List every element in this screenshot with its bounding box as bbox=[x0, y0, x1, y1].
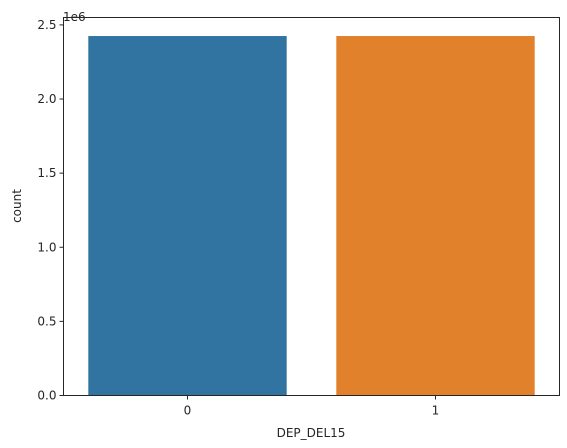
x-tick-label-1: 1 bbox=[432, 404, 440, 418]
x-tick-label-0: 0 bbox=[184, 404, 192, 418]
x-axis-label: DEP_DEL15 bbox=[277, 426, 346, 440]
y-offset-label: 1e6 bbox=[63, 10, 86, 24]
y-tick-label-2: 1.0 bbox=[37, 240, 56, 254]
y-tick-label-5: 2.5 bbox=[37, 18, 56, 32]
y-axis-label: count bbox=[10, 189, 24, 223]
bar-0 bbox=[88, 36, 287, 396]
y-tick-label-1: 0.5 bbox=[37, 314, 56, 328]
y-tick-label-3: 1.5 bbox=[37, 166, 56, 180]
bars-group bbox=[88, 36, 535, 396]
plot-frame bbox=[63, 17, 560, 396]
bar-1 bbox=[336, 36, 535, 396]
y-tick-label-4: 2.0 bbox=[37, 92, 56, 106]
y-tick-label-0: 0.0 bbox=[37, 389, 56, 403]
y-axis-ticks: 0.0 0.5 1.0 1.5 2.0 2.5 bbox=[37, 18, 64, 403]
